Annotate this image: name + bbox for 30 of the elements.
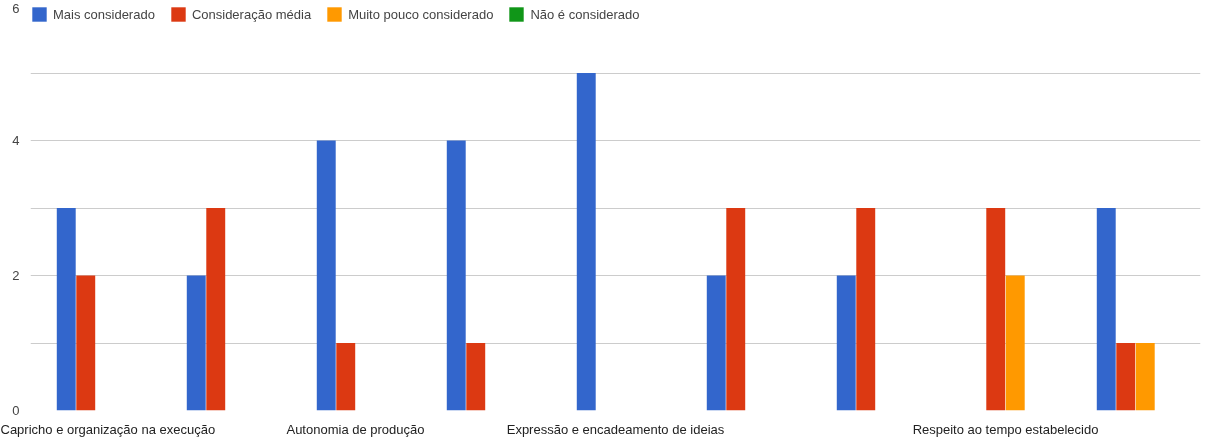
y-tick-label: 6 [12, 0, 20, 16]
legend-label: Não é considerado [530, 6, 640, 22]
bar [1135, 343, 1155, 411]
bar [186, 275, 206, 411]
legend-label: Consideração média [191, 6, 312, 22]
x-tick-label: Autonomia de produção [286, 421, 425, 437]
bar [986, 208, 1006, 411]
bar [836, 275, 856, 411]
bar [336, 343, 356, 411]
bar [206, 208, 226, 411]
bar [56, 208, 76, 411]
bar [466, 343, 486, 411]
bar [446, 140, 466, 411]
x-tick-label: Respeito ao tempo estabelecido [912, 421, 1099, 437]
legend-label: Mais considerado [53, 6, 155, 22]
y-tick-label: 0 [12, 403, 20, 418]
y-tick-label: 2 [12, 268, 20, 283]
bar [576, 73, 596, 411]
bar [316, 140, 336, 411]
bar [726, 208, 746, 411]
legend-label: Muito pouco considerado [348, 6, 494, 22]
x-tick-label: Capricho e organização na execução [0, 421, 216, 437]
bar [1116, 343, 1136, 411]
bar [1005, 275, 1025, 411]
y-tick-label: 4 [12, 133, 20, 148]
bar [1096, 208, 1116, 411]
bar [856, 208, 876, 411]
bar [76, 275, 96, 411]
bar [706, 275, 726, 411]
x-tick-label: Expressão e encadeamento de ideias [506, 421, 725, 437]
